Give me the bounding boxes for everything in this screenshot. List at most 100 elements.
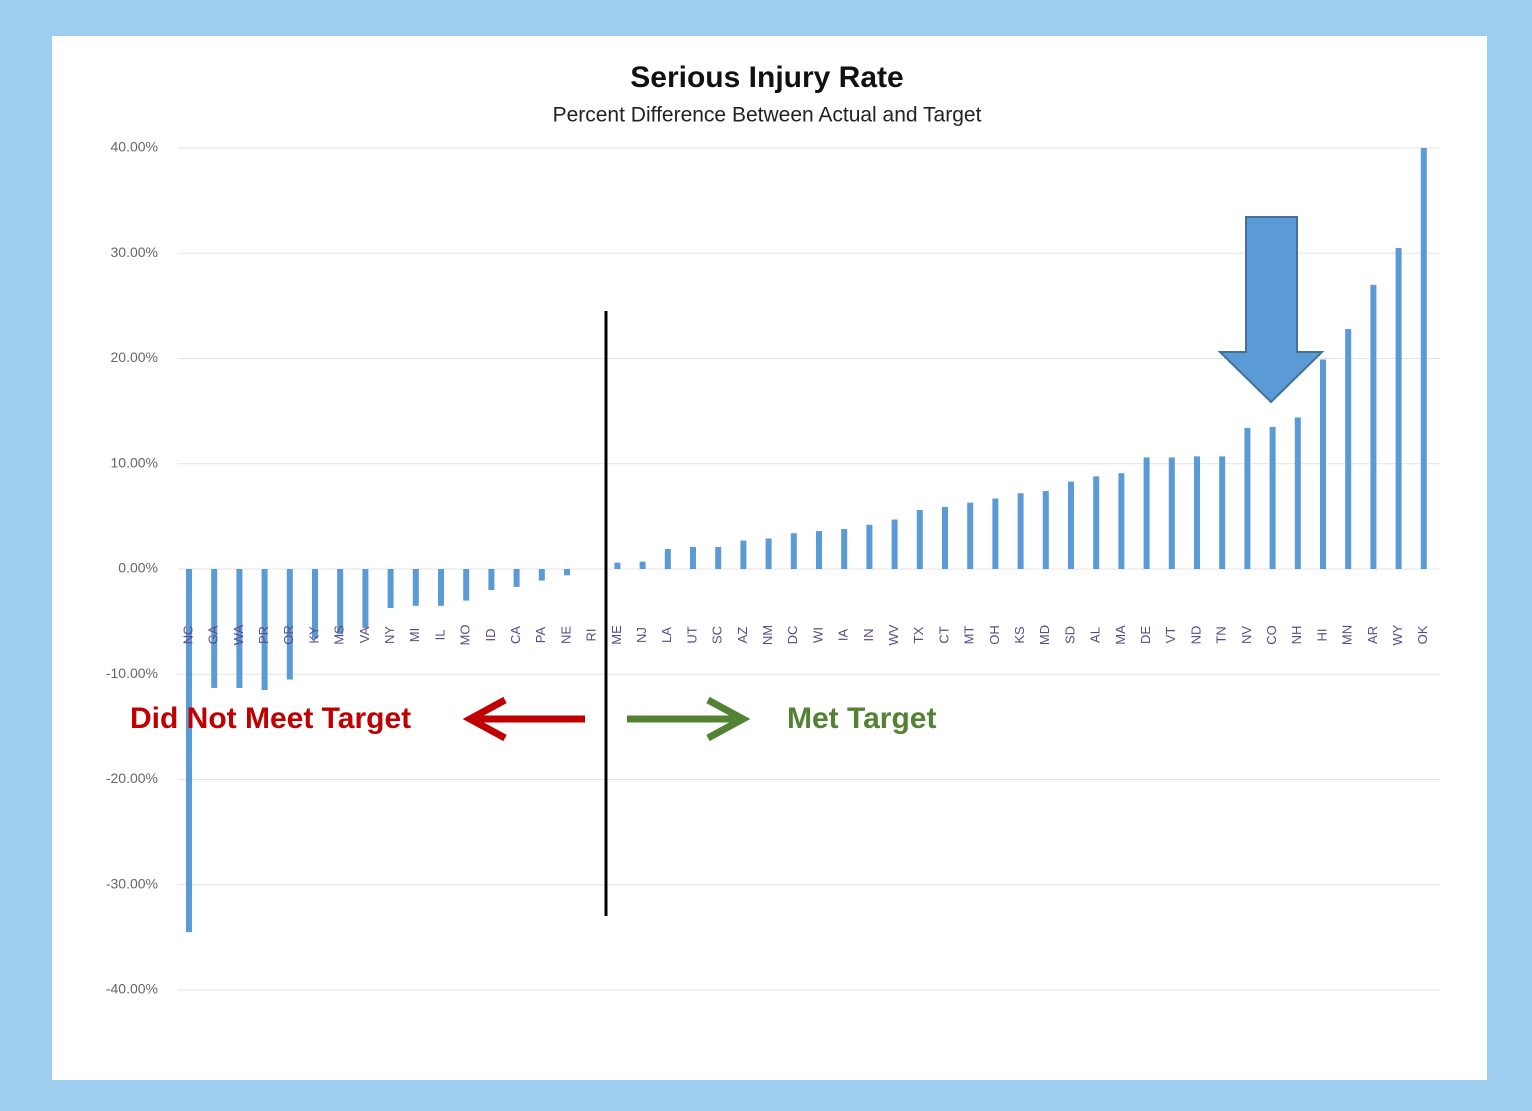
bar	[690, 546, 696, 569]
green-arrow	[627, 696, 751, 742]
bar	[866, 524, 873, 569]
bar	[942, 506, 948, 569]
bar	[1017, 493, 1024, 569]
bar	[1093, 476, 1100, 569]
x-tick-label: MA	[1113, 625, 1128, 645]
x-tick-label: DC	[785, 626, 800, 645]
bar	[639, 561, 646, 569]
x-tick-label: CT	[936, 626, 951, 643]
y-tick-label: 10.00%	[111, 454, 158, 470]
bar	[790, 533, 797, 569]
x-tick-label: AR	[1365, 626, 1380, 644]
x-tick-label: OH	[987, 625, 1002, 645]
bar	[362, 569, 369, 628]
y-tick-label: 30.00%	[111, 244, 158, 260]
bar	[564, 569, 570, 576]
bar	[664, 549, 671, 569]
x-tick-label: WY	[1390, 624, 1405, 645]
y-tick-label: -20.00%	[106, 770, 158, 786]
bar	[387, 569, 394, 608]
bar	[614, 562, 621, 569]
bar	[1194, 456, 1200, 569]
x-tick-label: WA	[231, 624, 246, 645]
bar	[841, 529, 848, 569]
chart-subtitle: Percent Difference Between Actual and Ta…	[553, 104, 982, 127]
x-tick-label: HI	[1314, 629, 1329, 642]
x-tick-label: OR	[281, 625, 296, 645]
bar	[261, 569, 268, 691]
bar	[236, 569, 243, 688]
bar	[1294, 417, 1301, 569]
bar	[211, 569, 218, 688]
bar	[538, 569, 545, 581]
bar	[765, 538, 772, 569]
x-tick-label: IN	[861, 629, 876, 642]
x-tick-label: MO	[458, 625, 473, 646]
x-tick-label: VA	[357, 626, 372, 643]
highlight-arrow	[1217, 216, 1325, 404]
bar	[186, 569, 192, 933]
bar	[438, 569, 444, 606]
x-tick-label: CA	[508, 626, 523, 644]
bar	[1118, 473, 1125, 569]
bar	[1395, 247, 1402, 570]
red-arrow	[462, 696, 585, 742]
x-tick-label: NH	[1289, 626, 1304, 645]
x-tick-label: ID	[483, 629, 498, 642]
x-tick-label: KS	[1012, 626, 1027, 644]
y-tick-label: -40.00%	[106, 981, 158, 997]
x-tick-label: LA	[659, 627, 674, 643]
bar	[1168, 457, 1175, 569]
bar	[891, 519, 898, 569]
bar	[1345, 329, 1352, 569]
x-tick-label: IL	[432, 630, 447, 641]
bar	[1244, 427, 1251, 569]
x-tick-label: TN	[1214, 626, 1229, 643]
x-tick-label: MD	[1037, 625, 1052, 645]
x-tick-label: MS	[332, 625, 347, 645]
annotation: Did Not Meet Target	[130, 702, 411, 735]
bar	[312, 569, 318, 639]
x-tick-label: NE	[558, 626, 573, 644]
bar	[1370, 284, 1377, 569]
x-tick-label: AZ	[735, 627, 750, 644]
bar	[513, 569, 520, 587]
x-tick-label: ND	[1188, 626, 1203, 645]
bar	[412, 569, 419, 606]
x-tick-label: SC	[710, 626, 725, 644]
x-tick-label: TX	[911, 626, 926, 643]
y-tick-label: -10.00%	[106, 665, 158, 681]
bar	[715, 546, 722, 569]
x-tick-label: AL	[1088, 627, 1103, 643]
x-tick-label: KY	[306, 626, 321, 644]
x-tick-label: MN	[1340, 625, 1355, 645]
bar	[916, 510, 923, 569]
x-tick-label: IA	[836, 629, 851, 642]
y-tick-label: -30.00%	[106, 875, 158, 891]
x-tick-label: WV	[886, 624, 901, 645]
x-tick-label: UT	[684, 626, 699, 643]
x-tick-label: OK	[1415, 625, 1430, 644]
bar	[1269, 426, 1276, 569]
x-tick-label: NV	[1239, 626, 1254, 644]
x-tick-label: NC	[180, 626, 195, 645]
annotation: Met Target	[787, 702, 936, 735]
x-tick-label: RI	[584, 629, 599, 642]
bar	[488, 569, 495, 591]
bar	[740, 540, 747, 569]
x-tick-label: NM	[760, 625, 775, 645]
bar	[1042, 491, 1049, 569]
bar	[967, 502, 974, 569]
x-tick-label: MT	[962, 626, 977, 645]
y-tick-label: 20.00%	[111, 349, 158, 365]
y-tick-label: 40.00%	[111, 139, 158, 155]
x-tick-label: ME	[609, 625, 624, 645]
bar	[1320, 359, 1326, 569]
y-tick-label: 0.00%	[118, 560, 158, 576]
chart-title: Serious Injury Rate	[630, 61, 903, 94]
x-tick-label: DE	[1138, 626, 1153, 644]
x-tick-label: PR	[256, 626, 271, 644]
x-tick-label: SD	[1062, 626, 1077, 644]
